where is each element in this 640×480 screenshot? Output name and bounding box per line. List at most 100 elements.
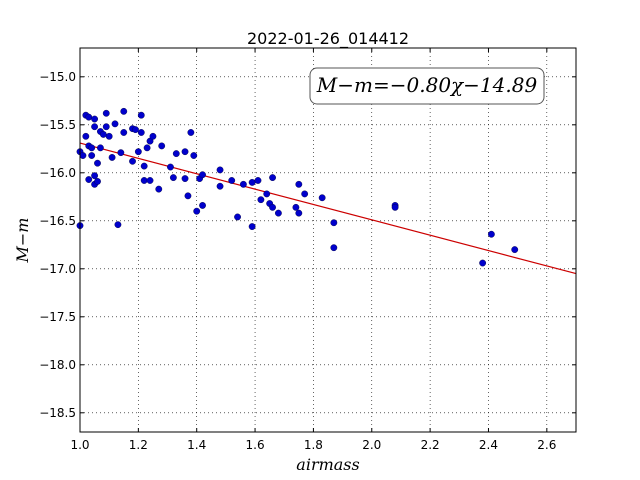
data-point: [216, 166, 224, 174]
y-tick-label: −17.5: [39, 310, 76, 324]
data-point: [234, 213, 241, 221]
data-point: [97, 144, 104, 152]
data-point: [257, 196, 265, 204]
data-point: [120, 107, 128, 115]
y-tick-label: −15.5: [39, 118, 76, 132]
data-points: [76, 107, 519, 267]
data-point: [239, 180, 247, 188]
x-tick-label: 2.4: [479, 438, 498, 452]
data-point: [190, 152, 198, 159]
chart-title: 2022-01-26_014412: [247, 29, 409, 49]
equation-annotation: M−m=−0.80χ−14.89: [309, 67, 545, 105]
data-point: [199, 171, 206, 179]
plot-area: [80, 48, 576, 432]
data-point: [134, 148, 142, 156]
data-point: [479, 259, 487, 267]
y-tick-label: −17.0: [39, 262, 76, 276]
data-point: [228, 177, 236, 184]
data-point: [102, 109, 110, 117]
data-point: [181, 148, 189, 156]
data-point: [88, 152, 96, 159]
data-point: [263, 190, 271, 198]
data-point: [143, 144, 151, 152]
data-point: [94, 178, 101, 185]
data-point: [274, 209, 282, 217]
data-point: [248, 223, 256, 230]
x-tick-label: 2.2: [421, 438, 440, 452]
data-point: [187, 129, 195, 136]
data-point: [85, 176, 93, 183]
data-point: [129, 157, 136, 165]
data-point: [330, 219, 338, 227]
data-point: [88, 144, 96, 152]
data-point: [140, 177, 148, 184]
data-point: [167, 163, 174, 171]
data-point: [117, 149, 125, 157]
data-point: [269, 174, 276, 182]
data-point: [193, 207, 201, 215]
data-point: [330, 244, 338, 252]
data-point: [132, 126, 139, 134]
equation-box: [309, 67, 545, 105]
x-tick-label: 1.0: [70, 438, 89, 452]
y-tick-label: −15.0: [39, 70, 76, 84]
x-tick-label: 1.6: [246, 438, 265, 452]
data-point: [149, 132, 157, 140]
data-point: [254, 177, 262, 184]
data-point: [140, 162, 148, 170]
plot-frame: [79, 47, 577, 433]
y-tick-label: −18.5: [39, 406, 76, 420]
fit-line: [79, 142, 577, 275]
y-tick-label: −16.5: [39, 214, 76, 228]
x-tick-label: 2.6: [537, 438, 556, 452]
data-point: [91, 115, 98, 123]
y-axis-label: M−m: [13, 218, 32, 264]
data-point: [199, 202, 206, 209]
data-point: [269, 203, 276, 211]
data-point: [184, 192, 192, 200]
data-point: [79, 152, 87, 159]
data-point: [216, 182, 224, 190]
data-point: [181, 175, 189, 182]
x-tick-label: 1.4: [187, 438, 206, 452]
data-point: [155, 185, 163, 193]
data-point: [105, 132, 113, 140]
x-axis-ticks: 1.0 1.2 1.4 1.6 1.8 2.0 2.2 2.4 2.6: [70, 48, 556, 452]
data-point: [114, 221, 122, 229]
y-axis-ticks: −15.0 −15.5 −16.0 −16.5 −17.0 −17.5 −18.0 −18.5: [39, 70, 576, 420]
data-point: [295, 180, 303, 188]
data-point: [91, 123, 98, 131]
data-point: [301, 190, 309, 198]
data-point: [391, 203, 399, 211]
data-point: [91, 172, 98, 180]
data-point: [146, 177, 154, 184]
data-point: [102, 123, 110, 131]
x-tick-label: 2.0: [362, 438, 381, 452]
y-tick-label: −16.0: [39, 166, 76, 180]
data-point: [137, 129, 145, 136]
data-point: [111, 120, 119, 128]
data-point: [511, 246, 519, 254]
y-tick-label: −18.0: [39, 358, 76, 372]
fit-layer: [79, 142, 577, 275]
data-point: [295, 209, 303, 217]
data-point: [82, 132, 90, 140]
data-point: [94, 159, 101, 167]
data-point: [108, 154, 116, 161]
x-tick-label: 1.2: [129, 438, 148, 452]
data-point: [292, 203, 300, 211]
data-point: [248, 178, 256, 186]
data-point: [137, 111, 145, 119]
data-point: [120, 129, 128, 136]
x-axis-label: airmass: [296, 455, 359, 474]
equation-text: M−m=−0.80χ−14.89: [316, 73, 538, 97]
data-point: [487, 230, 495, 238]
grid: [79, 48, 576, 432]
data-point: [85, 113, 93, 121]
data-point: [318, 194, 326, 202]
data-point: [99, 130, 107, 138]
data-point: [172, 150, 180, 158]
x-tick-label: 1.8: [304, 438, 323, 452]
data-point: [158, 142, 166, 150]
